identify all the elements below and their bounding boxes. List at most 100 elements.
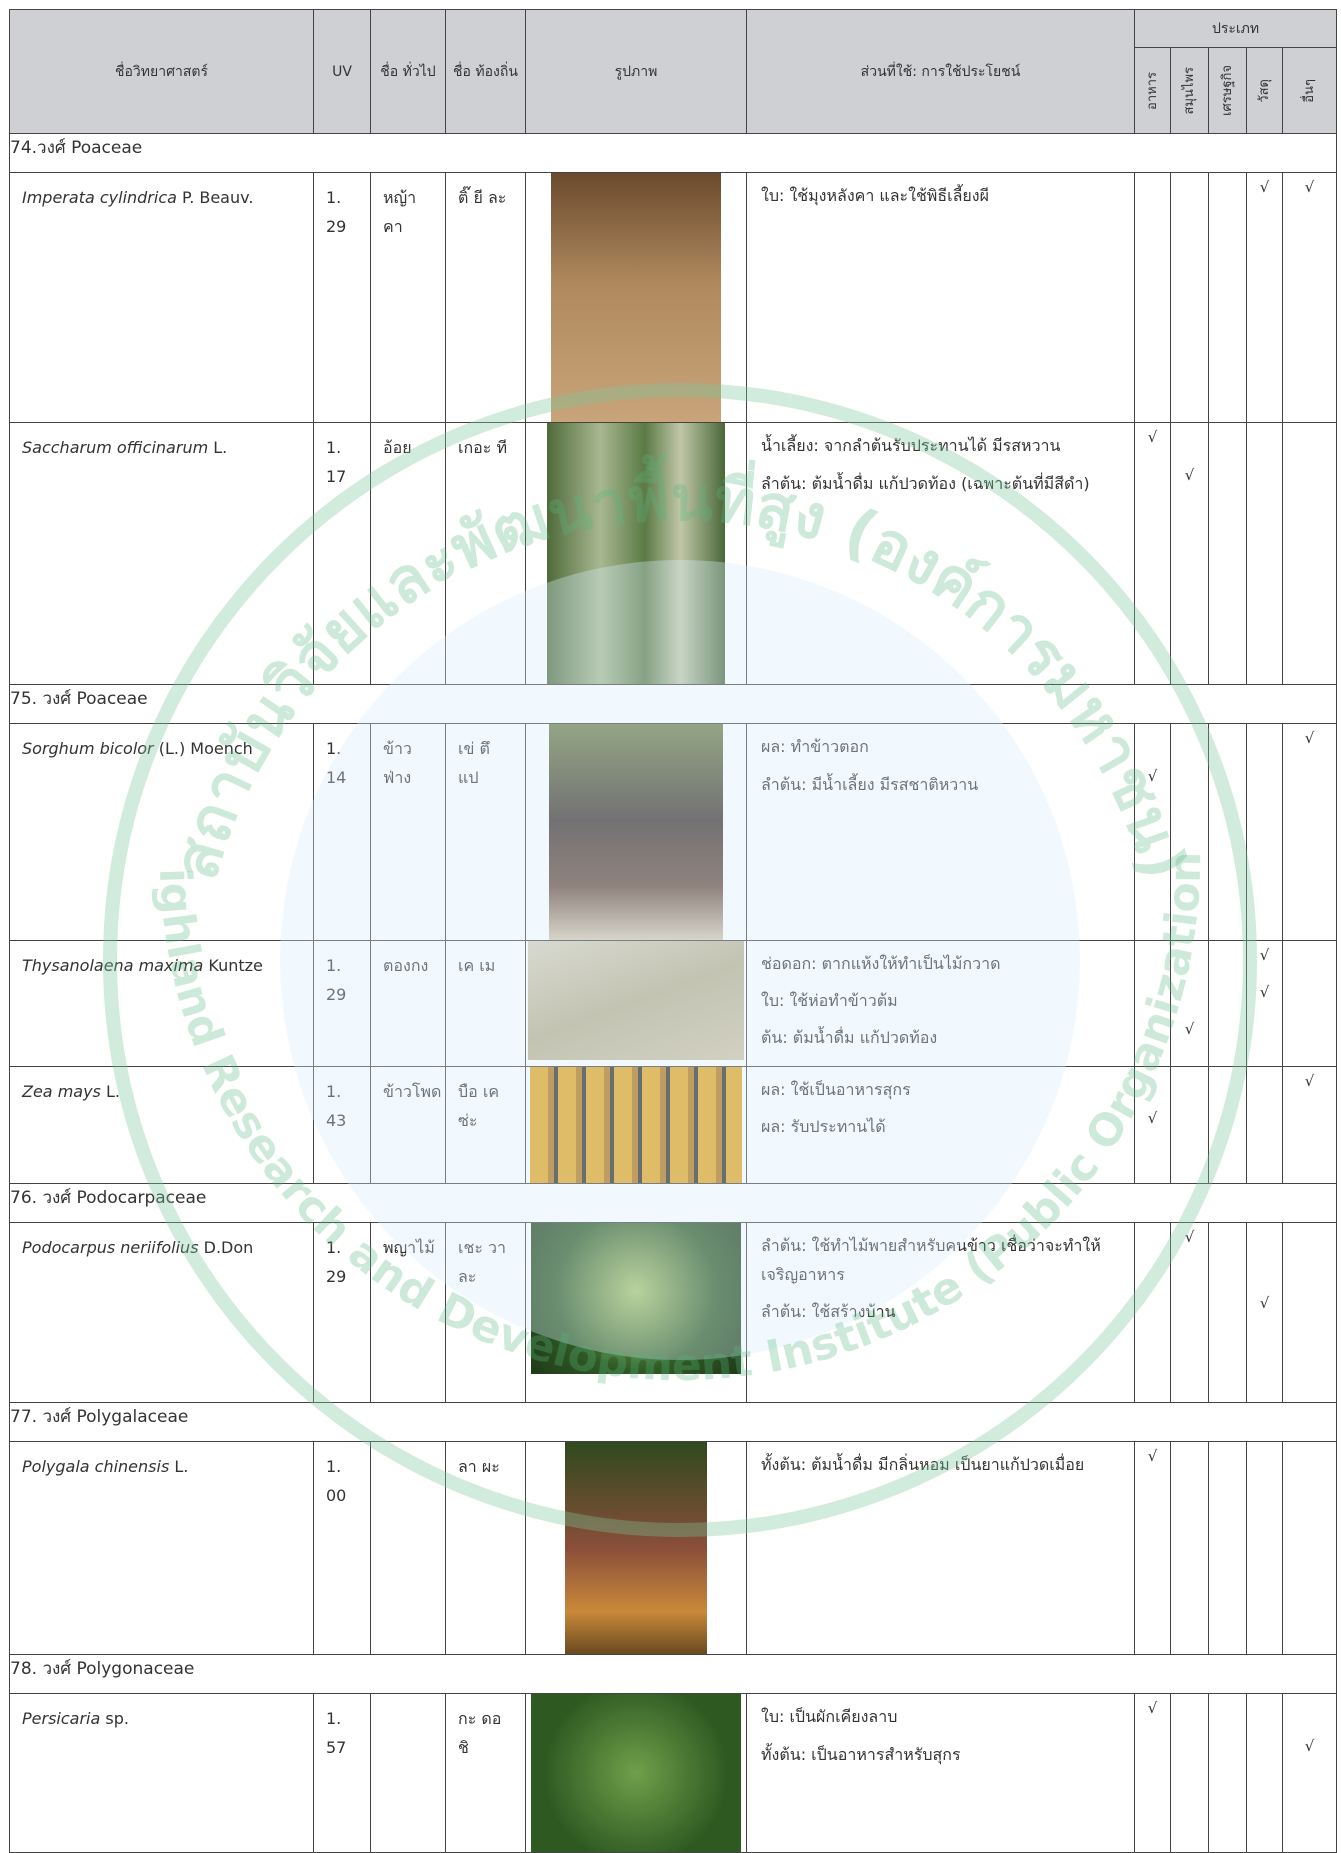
type-check-cell bbox=[1208, 422, 1247, 461]
type-check-cell bbox=[1170, 1288, 1209, 1403]
picture-cell bbox=[525, 723, 747, 941]
picture-cell bbox=[525, 422, 747, 685]
type-check-cell bbox=[1134, 1065, 1171, 1104]
family-name: 75. วงศ์ Poaceae bbox=[8, 684, 1338, 724]
family-row: 74.วงศ์ Poaceae bbox=[8, 133, 1338, 173]
use-cell: ผล: ใช้เป็นอาหารสุกร bbox=[746, 1065, 1135, 1104]
use-cell: ทั้งต้น: เป็นอาหารสำหรับสุกร bbox=[746, 1731, 1135, 1853]
use-text: ทั้งต้น: เป็นอาหารสำหรับสุกร bbox=[761, 1744, 961, 1764]
family-name: 77. วงศ์ Polygalaceae bbox=[8, 1402, 1338, 1442]
type-check-cell: √ bbox=[1170, 460, 1209, 685]
scientific-name-cell: Zea mays L. bbox=[9, 1065, 314, 1184]
type-check-cell bbox=[1170, 1693, 1209, 1732]
genus-species: Thysanolaena maxima bbox=[22, 956, 204, 975]
type-check-cell bbox=[1170, 422, 1209, 461]
use-text: ต้น: ต้มน้ำดื่ม แก้ปวดท้อง bbox=[761, 1028, 938, 1047]
type-check-cell bbox=[1208, 1693, 1247, 1732]
family-row: 76. วงศ์ Podocarpaceae bbox=[8, 1182, 1338, 1223]
entry-subrow: ผล: รับประทานได้ √ bbox=[10, 1104, 1338, 1184]
author: L. bbox=[213, 438, 228, 457]
entry-subrow: ใบ: ใช้ห่อทำข้าวต้ม √ bbox=[10, 978, 1338, 1015]
check-mark: √ bbox=[1184, 465, 1195, 484]
plant-table: ชื่อวิทยาศาสตร์ UV ชื่อ ทั่วไป ชื่อ ท้อง… bbox=[8, 9, 1338, 1853]
use-cell: ใบ: เป็นผักเคียงลาบ bbox=[746, 1693, 1135, 1732]
author: Kuntze bbox=[208, 956, 263, 975]
type-check-cell bbox=[1134, 1731, 1171, 1853]
common-name: หญ้าคา bbox=[383, 188, 417, 236]
type-check-cell: √ bbox=[1134, 1104, 1171, 1184]
local-name: เค เม bbox=[458, 956, 496, 975]
uv-cell: 1.14 bbox=[313, 723, 371, 941]
genus-species: Sorghum bicolor bbox=[22, 739, 154, 758]
type-check-cell bbox=[1170, 978, 1209, 1015]
uv-cell: 1.29 bbox=[313, 1221, 371, 1403]
type-label: เศรษฐกิจ bbox=[1220, 65, 1235, 116]
local-name: บือ เค ซ่ะ bbox=[458, 1081, 500, 1130]
scientific-name: Sorghum bicolor (L.) Moench bbox=[10, 724, 313, 763]
header-common-name: ชื่อ ทั่วไป bbox=[370, 9, 446, 134]
entry-subrow: Persicaria sp. 1.57 กะ ดอ ชิ ใบ: เป็นผักเคี… bbox=[9, 1693, 1338, 1853]
check-mark: √ bbox=[1147, 766, 1158, 785]
use-cell: ลำต้น: ใช้ทำไม้พายสำหรับคนข้าว เชื่อว่าจ… bbox=[746, 1221, 1135, 1289]
type-check-cell bbox=[1170, 940, 1209, 978]
type-check-cell: √ bbox=[1134, 1693, 1171, 1732]
use-text: ใบ: ใช้มุงหลังคา และใช้พิธีเลี้ยงผี bbox=[761, 186, 989, 205]
type-check-cell bbox=[1281, 1693, 1338, 1732]
local-name-cell: ติ๊ ยี ละ bbox=[445, 172, 526, 423]
type-check-cell bbox=[1208, 1065, 1247, 1104]
local-name: ลา ผะ bbox=[458, 1457, 500, 1476]
family-name: 78. วงศ์ Polygonaceae bbox=[8, 1654, 1338, 1694]
common-name: พญาไม้ bbox=[383, 1237, 435, 1257]
entry-subrow: Polygala chinensis L. 1.00 ลา ผะ ทั้งต้น: ต… bbox=[9, 1441, 1338, 1655]
common-name-cell: พญาไม้ bbox=[370, 1221, 446, 1403]
plant-photo bbox=[531, 1222, 741, 1374]
type-check-cell bbox=[1208, 172, 1247, 423]
common-name-cell bbox=[370, 1441, 446, 1655]
use-text: ผล: ทำข้าวตอก bbox=[761, 737, 869, 756]
entry-subrow: ต้น: ต้มน้ำดื่ม แก้ปวดท้อง √ bbox=[10, 1015, 1338, 1067]
type-check-cell: √ bbox=[1170, 1221, 1209, 1289]
uv-cell: 1.29 bbox=[313, 940, 371, 1067]
scientific-name-cell: Sorghum bicolor (L.) Moench bbox=[9, 723, 314, 941]
scientific-name: Imperata cylindrica P. Beauv. bbox=[10, 173, 313, 212]
scientific-name-cell: Podocarpus neriifolius D.Don bbox=[9, 1221, 314, 1403]
check-mark: √ bbox=[1304, 1736, 1315, 1755]
type-check-cell bbox=[1246, 1015, 1283, 1067]
check-mark: √ bbox=[1259, 983, 1270, 1001]
type-check-cell: √ bbox=[1170, 1015, 1209, 1067]
picture-cell bbox=[525, 172, 747, 423]
scientific-name-cell: Saccharum officinarum L. bbox=[9, 422, 314, 685]
header-picture: รูปภาพ bbox=[525, 9, 747, 134]
type-check-cell: √ bbox=[1281, 723, 1338, 762]
local-name: กะ ดอ ชิ bbox=[458, 1709, 502, 1757]
plant-photo bbox=[530, 1066, 742, 1183]
use-cell: น้ำเลี้ยง: จากลำต้นรับประทานได้ มีรสหวาน bbox=[746, 422, 1135, 461]
type-check-cell bbox=[1281, 1104, 1338, 1184]
type-check-cell bbox=[1281, 1441, 1338, 1655]
scientific-name: Persicaria sp. bbox=[10, 1694, 313, 1733]
genus-species: Persicaria bbox=[22, 1709, 101, 1728]
type-check-cell bbox=[1208, 1441, 1247, 1655]
scientific-name: Polygala chinensis L. bbox=[10, 1442, 313, 1481]
type-check-cell bbox=[1246, 1104, 1283, 1184]
local-name-cell: กะ ดอ ชิ bbox=[445, 1693, 526, 1853]
type-check-cell bbox=[1208, 1288, 1247, 1403]
check-mark: √ bbox=[1304, 178, 1315, 196]
type-check-cell bbox=[1281, 1015, 1338, 1067]
use-text: ลำต้น: ต้มน้ำดื่ม แก้ปวดท้อง (เฉพาะต้นที… bbox=[761, 473, 1090, 493]
header-type-column: วัสดุ bbox=[1246, 47, 1283, 134]
type-check-cell bbox=[1246, 1693, 1283, 1732]
type-label: อื่นๆ bbox=[1302, 78, 1318, 103]
local-name: ติ๊ ยี ละ bbox=[458, 188, 507, 207]
picture-cell bbox=[525, 1065, 747, 1184]
uv-value: 1.29 bbox=[326, 188, 347, 236]
family-row: 75. วงศ์ Poaceae bbox=[8, 684, 1338, 724]
common-name-cell bbox=[370, 1693, 446, 1853]
local-name-cell: ลา ผะ bbox=[445, 1441, 526, 1655]
use-text: ใบ: ใช้ห่อทำข้าวต้ม bbox=[761, 991, 898, 1010]
entry-subrow: Sorghum bicolor (L.) Moench 1.14 ข้าวฟ่าง เ… bbox=[9, 723, 1338, 941]
use-cell: ลำต้น: ใช้สร้างบ้าน bbox=[746, 1288, 1135, 1403]
local-name-cell: บือ เค ซ่ะ bbox=[445, 1065, 526, 1184]
type-check-cell: √ bbox=[1246, 940, 1283, 978]
family-row: 78. วงศ์ Polygonaceae bbox=[8, 1654, 1338, 1694]
